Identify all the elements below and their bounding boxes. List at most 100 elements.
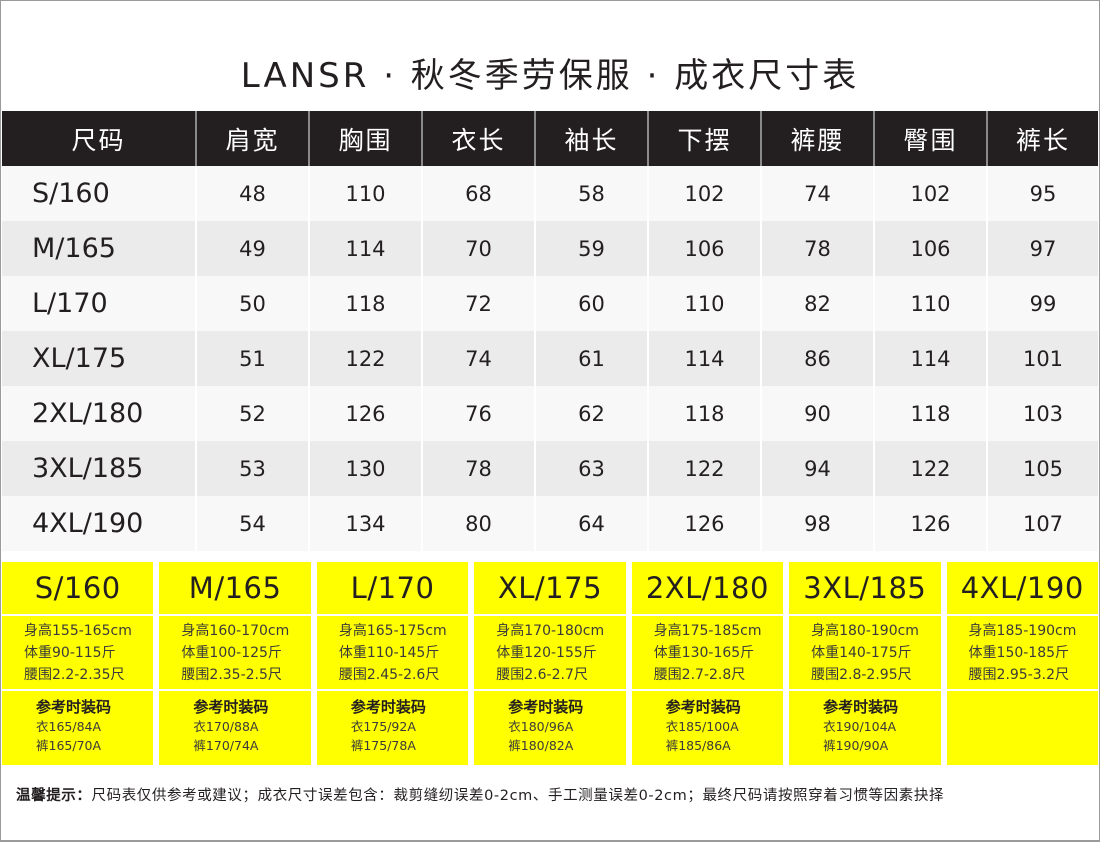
cell: 78: [421, 441, 535, 496]
cell: 76: [421, 386, 535, 441]
card-weight: 体重100-125斤: [181, 645, 282, 661]
cell-size: S/160: [2, 166, 196, 221]
cell: 114: [873, 331, 987, 386]
card-reference: 参考时装码 衣190/104A 裤190/90A: [789, 691, 941, 765]
cell: 68: [421, 166, 535, 221]
card-ref-top: 衣175/92A: [350, 719, 416, 734]
card-ref-top: 衣190/104A: [823, 719, 897, 734]
cell: 62: [534, 386, 648, 441]
size-card: XL/175 身高170-180cm 体重120-155斤 腰围2.6-2.7尺…: [474, 562, 626, 765]
cell: 102: [647, 166, 761, 221]
cell: 54: [195, 496, 309, 551]
cell: 86: [760, 331, 874, 386]
cell-size: L/170: [2, 276, 196, 331]
cell: 103: [986, 386, 1098, 441]
card-weight: 体重110-145斤: [338, 645, 440, 661]
card-waist: 腰围2.8-2.95尺: [811, 667, 912, 683]
card-ref-top: 衣170/88A: [193, 719, 259, 734]
cell: 118: [308, 276, 422, 331]
cell: 107: [986, 496, 1098, 551]
cell: 130: [308, 441, 422, 496]
cell: 49: [195, 221, 309, 276]
card-reference: 参考时装码 衣185/100A 裤185/86A: [631, 691, 784, 765]
cell: 51: [195, 331, 309, 386]
header-pants-waist: 裤腰: [760, 111, 874, 166]
cell: 134: [308, 496, 422, 551]
card-waist: 腰围2.35-2.5尺: [181, 667, 282, 683]
header-length: 衣长: [421, 111, 535, 166]
cell: 98: [760, 496, 874, 551]
cell: 114: [308, 221, 422, 276]
card-waist: 腰围2.7-2.8尺: [653, 667, 746, 683]
table-row: M/165 49 114 70 59 106 78 106 97: [2, 221, 1098, 276]
card-body-specs: 身高165-175cm 体重110-145斤 腰围2.45-2.6尺: [316, 616, 469, 689]
footnote: 温馨提示：尺码表仅供参考或建议；成衣尺寸误差包含：裁剪缝纫误差0-2cm、手工测…: [16, 784, 1096, 805]
cell: 59: [534, 221, 648, 276]
header-hip: 臀围: [873, 111, 987, 166]
cell: 101: [986, 331, 1098, 386]
header-shoulder: 肩宽: [195, 111, 309, 166]
footnote-text: 尺码表仅供参考或建议；成衣尺寸误差包含：裁剪缝纫误差0-2cm、手工测量误差0-…: [91, 788, 945, 804]
card-reference-empty: [946, 691, 1098, 765]
cell: 52: [195, 386, 309, 441]
card-waist: 腰围2.95-3.2尺: [968, 667, 1070, 683]
cell: 118: [873, 386, 987, 441]
card-height: 身高185-190cm: [968, 623, 1077, 639]
cell: 53: [195, 441, 309, 496]
cell: 118: [647, 386, 761, 441]
cell: 90: [760, 386, 874, 441]
size-card: 4XL/190 身高185-190cm 体重150-185斤 腰围2.95-3.…: [946, 562, 1098, 765]
card-height: 身高170-180cm: [496, 623, 605, 639]
header-size: 尺码: [2, 111, 196, 166]
cell: 94: [760, 441, 874, 496]
card-waist: 腰围2.45-2.6尺: [338, 667, 440, 683]
cell: 63: [534, 441, 648, 496]
cell: 64: [534, 496, 648, 551]
size-chart-table: 尺码 肩宽 胸围 衣长 袖长 下摆 裤腰 臀围 裤长 S/160 48 110 …: [2, 111, 1098, 551]
footnote-label: 温馨提示：: [16, 788, 92, 804]
cell: 126: [873, 496, 987, 551]
card-waist: 腰围2.2-2.35尺: [24, 667, 125, 683]
card-body-specs: 身高170-180cm 体重120-155斤 腰围2.6-2.7尺: [474, 616, 626, 689]
card-reference: 参考时装码 衣170/88A 裤170/74A: [159, 691, 311, 765]
cell: 82: [760, 276, 874, 331]
cell: 122: [873, 441, 987, 496]
card-ref-pants: 裤185/86A: [665, 738, 731, 753]
card-ref-title: 参考时装码: [508, 698, 584, 716]
cell: 102: [873, 166, 987, 221]
table-row: 2XL/180 52 126 76 62 118 90 118 103: [2, 386, 1098, 441]
card-height: 身高155-165cm: [24, 623, 132, 639]
cell-size: XL/175: [2, 331, 196, 386]
card-reference: 参考时装码 衣165/84A 裤165/70A: [2, 691, 154, 765]
header-pants-length: 裤长: [986, 111, 1098, 166]
card-size-label: 3XL/185: [789, 562, 941, 614]
card-ref-title: 参考时装码: [36, 698, 112, 716]
cell-size: 2XL/180: [2, 386, 196, 441]
size-card: S/160 身高155-165cm 体重90-115斤 腰围2.2-2.35尺 …: [2, 562, 154, 765]
cell: 122: [308, 331, 422, 386]
card-reference: 参考时装码 衣180/96A 裤180/82A: [474, 691, 626, 765]
card-ref-pants: 裤180/82A: [508, 738, 574, 753]
header-sleeve: 袖长: [534, 111, 648, 166]
cell: 72: [421, 276, 535, 331]
size-recommendation-cards: S/160 身高155-165cm 体重90-115斤 腰围2.2-2.35尺 …: [2, 562, 1098, 765]
card-body-specs: 身高180-190cm 体重140-175斤 腰围2.8-2.95尺: [789, 616, 941, 689]
cell: 106: [647, 221, 761, 276]
size-card: 3XL/185 身高180-190cm 体重140-175斤 腰围2.8-2.9…: [789, 562, 941, 765]
card-reference: 参考时装码 衣175/92A 裤175/78A: [316, 691, 469, 765]
cell: 70: [421, 221, 535, 276]
card-weight: 体重140-175斤: [811, 645, 912, 661]
card-body-specs: 身高185-190cm 体重150-185斤 腰围2.95-3.2尺: [946, 616, 1098, 689]
card-size-label: 2XL/180: [631, 562, 784, 614]
table-row: 4XL/190 54 134 80 64 126 98 126 107: [2, 496, 1098, 551]
cell: 80: [421, 496, 535, 551]
cell: 58: [534, 166, 648, 221]
card-weight: 体重130-165斤: [653, 645, 755, 661]
size-card: 2XL/180 身高175-185cm 体重130-165斤 腰围2.7-2.8…: [631, 562, 784, 765]
cell: 99: [986, 276, 1098, 331]
card-size-label: M/165: [159, 562, 311, 614]
cell: 61: [534, 331, 648, 386]
card-height: 身高165-175cm: [338, 623, 447, 639]
card-ref-title: 参考时装码: [350, 698, 426, 716]
card-size-label: 4XL/190: [946, 562, 1098, 614]
